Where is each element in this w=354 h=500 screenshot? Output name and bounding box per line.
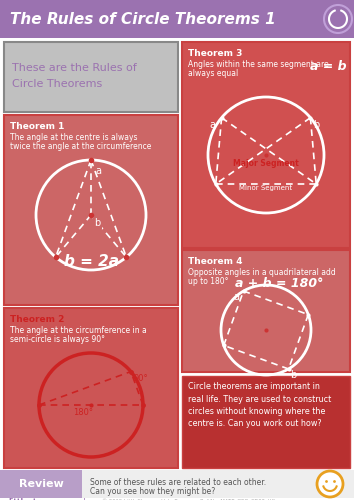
Bar [4,42,178,112]
Text: Theorem 1: Theorem 1 [10,122,64,131]
Bar [182,376,350,468]
Text: Angles within the same segment are: Angles within the same segment are [188,60,329,69]
Text: Theorem 4: Theorem 4 [188,257,242,266]
Bar [4,308,178,468]
Bar [182,42,350,248]
Text: © 2015 LittleStreams Ltd.  Resource Ref No. MATP_GEO_CR02_UK: © 2015 LittleStreams Ltd. Resource Ref N… [102,499,275,500]
Text: a: a [234,292,240,302]
Text: a = b: a = b [310,60,347,73]
Text: 90°: 90° [134,374,148,382]
Text: Review: Review [19,479,63,489]
Text: always equal: always equal [188,69,238,78]
Text: a: a [95,166,101,176]
Text: Major Segment: Major Segment [233,158,299,168]
Text: b: b [291,370,297,380]
Circle shape [317,471,343,497]
Text: The angle at the circumference in a: The angle at the circumference in a [10,326,147,335]
Text: twice the angle at the circumference: twice the angle at the circumference [10,142,152,151]
Text: b: b [94,218,100,228]
Bar [0,0,354,38]
Text: The Rules of Circle Theorems 1: The Rules of Circle Theorems 1 [10,12,276,26]
Text: b = 2a: b = 2a [63,254,119,270]
Circle shape [324,5,352,33]
Text: Circle Theorems: Circle Theorems [12,79,102,89]
Text: a + b = 180°: a + b = 180° [235,277,323,290]
Text: up to 180°: up to 180° [188,277,228,286]
Text: Opposite angles in a quadrilateral add: Opposite angles in a quadrilateral add [188,268,336,277]
Text: a: a [210,120,216,130]
Text: b: b [313,120,320,130]
Bar [0,470,354,498]
Text: .co.uk: .co.uk [65,498,88,500]
Text: These are the Rules of: These are the Rules of [12,63,137,73]
Text: Minor Segment: Minor Segment [239,185,292,191]
Text: The angle at the centre is always: The angle at the centre is always [10,133,137,142]
Bar [4,115,178,305]
Text: Some of these rules are related to each other.: Some of these rules are related to each … [90,478,266,487]
Bar [182,250,350,372]
Text: littlestreams: littlestreams [8,498,63,500]
Bar [0,470,82,498]
Text: Theorem 3: Theorem 3 [188,49,242,58]
Text: Theorem 2: Theorem 2 [10,315,64,324]
Text: 180°: 180° [73,408,93,417]
Text: Can you see how they might be?: Can you see how they might be? [90,487,215,496]
Text: semi-circle is always 90°: semi-circle is always 90° [10,335,105,344]
Text: Circle theorems are important in
real life. They are used to construct
circles w: Circle theorems are important in real li… [188,382,331,428]
